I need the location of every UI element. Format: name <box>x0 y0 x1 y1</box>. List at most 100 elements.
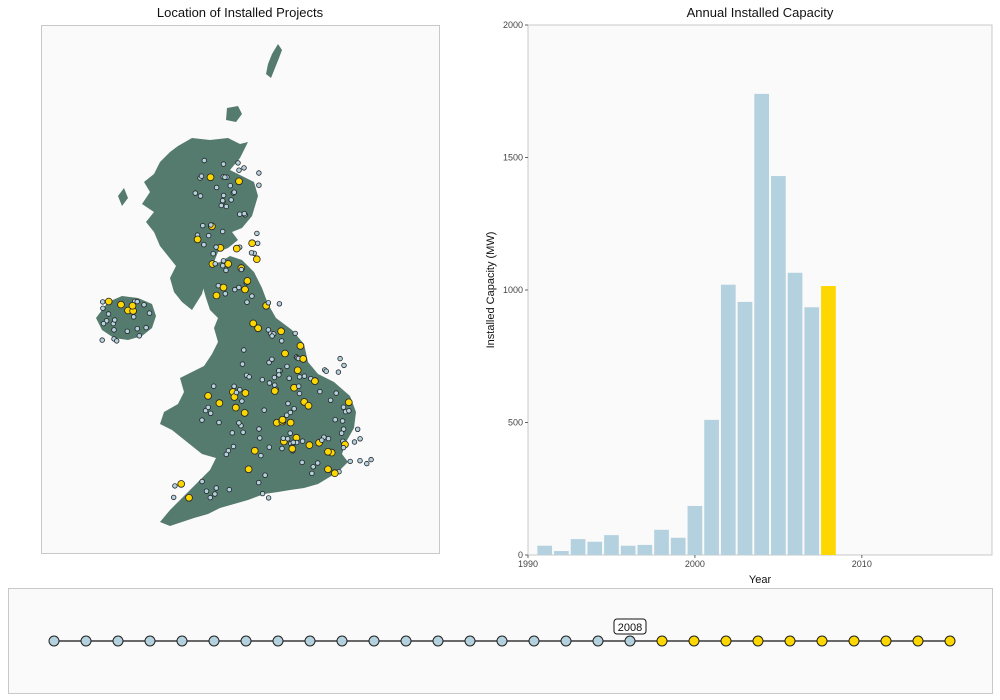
bar-2005[interactable] <box>771 176 786 556</box>
project-marker[interactable] <box>256 170 262 176</box>
timeline-dot-2018[interactable] <box>944 635 956 647</box>
project-marker[interactable] <box>223 451 229 458</box>
project-marker-selected[interactable] <box>204 392 212 400</box>
timeline-dot-1993[interactable] <box>144 635 156 647</box>
project-marker[interactable] <box>285 400 291 407</box>
timeline-dot-1999[interactable] <box>336 635 348 647</box>
timeline-dot-2012[interactable] <box>752 635 764 647</box>
project-marker[interactable] <box>241 210 247 217</box>
project-marker[interactable] <box>201 157 207 164</box>
timeline-dot-2011[interactable] <box>720 635 732 647</box>
project-marker[interactable] <box>284 363 290 370</box>
project-marker[interactable] <box>335 369 342 375</box>
project-marker[interactable] <box>347 458 353 465</box>
project-marker[interactable] <box>340 404 347 410</box>
project-marker[interactable] <box>259 490 266 497</box>
project-marker[interactable] <box>296 390 303 397</box>
project-marker[interactable] <box>235 160 241 166</box>
bar-2006[interactable] <box>787 272 803 555</box>
project-marker[interactable] <box>239 398 245 404</box>
timeline-dot-2016[interactable] <box>880 635 892 647</box>
bar-1995[interactable] <box>604 535 619 556</box>
project-marker[interactable] <box>200 222 206 229</box>
timeline-dot-1990[interactable] <box>48 635 60 647</box>
project-marker[interactable] <box>219 197 226 204</box>
project-marker[interactable] <box>205 232 212 239</box>
project-marker[interactable] <box>346 408 352 414</box>
project-marker-selected[interactable] <box>344 398 353 407</box>
project-marker[interactable] <box>210 383 217 389</box>
bar-1998[interactable] <box>654 529 669 555</box>
project-marker[interactable] <box>241 347 247 353</box>
project-marker[interactable] <box>310 464 316 470</box>
project-marker[interactable] <box>207 410 214 416</box>
project-marker-selected[interactable] <box>311 377 319 385</box>
project-marker[interactable] <box>256 426 262 432</box>
timeline-dot-2006[interactable] <box>560 635 572 647</box>
bar-1992[interactable] <box>554 551 569 555</box>
project-marker[interactable] <box>357 458 363 464</box>
project-marker-selected[interactable] <box>128 301 137 310</box>
project-marker[interactable] <box>197 193 204 199</box>
timeline-dot-2000[interactable] <box>368 635 380 647</box>
project-marker[interactable] <box>130 314 137 320</box>
project-marker[interactable] <box>239 361 246 367</box>
project-marker-selected[interactable] <box>248 239 256 248</box>
bar-2008[interactable] <box>821 286 836 555</box>
project-marker[interactable] <box>337 355 343 362</box>
timeline-dot-1995[interactable] <box>208 635 220 647</box>
project-marker[interactable] <box>256 182 262 188</box>
project-marker[interactable] <box>207 494 213 501</box>
project-marker[interactable] <box>278 338 285 344</box>
project-marker[interactable] <box>296 374 303 380</box>
project-marker[interactable] <box>105 311 112 317</box>
project-marker[interactable] <box>355 426 361 432</box>
bar-2000[interactable] <box>687 505 703 555</box>
project-marker[interactable] <box>299 438 306 444</box>
bar-1997[interactable] <box>637 544 653 555</box>
project-marker[interactable] <box>230 443 237 450</box>
project-marker[interactable] <box>269 333 275 339</box>
project-marker-selected[interactable] <box>330 469 339 478</box>
project-marker-selected[interactable] <box>324 447 332 456</box>
bar-2004[interactable] <box>754 93 770 556</box>
project-marker[interactable] <box>111 327 117 333</box>
project-marker[interactable] <box>265 300 272 306</box>
project-marker-selected[interactable] <box>251 446 259 455</box>
project-marker[interactable] <box>229 430 235 436</box>
timeline-dot-2017[interactable] <box>912 635 924 647</box>
project-marker[interactable] <box>266 444 272 450</box>
project-marker[interactable] <box>100 320 107 327</box>
project-marker-selected[interactable] <box>286 418 295 427</box>
project-marker[interactable] <box>236 420 242 426</box>
project-marker-selected[interactable] <box>212 291 221 300</box>
project-marker[interactable] <box>210 250 216 257</box>
timeline-dot-2015[interactable] <box>848 635 860 647</box>
project-marker[interactable] <box>265 327 272 333</box>
project-marker[interactable] <box>333 390 339 396</box>
project-marker[interactable] <box>205 404 211 411</box>
project-marker[interactable] <box>199 478 205 485</box>
project-marker-selected[interactable] <box>324 465 332 474</box>
project-marker[interactable] <box>257 435 263 441</box>
project-marker-selected[interactable] <box>243 277 252 285</box>
project-marker[interactable] <box>220 161 227 167</box>
project-marker[interactable] <box>283 412 290 418</box>
project-marker[interactable] <box>113 338 120 344</box>
project-marker[interactable] <box>249 293 255 299</box>
project-marker[interactable] <box>111 317 118 323</box>
map-panel[interactable] <box>41 25 440 554</box>
project-marker[interactable] <box>368 456 374 463</box>
project-marker-selected[interactable] <box>305 441 314 449</box>
project-marker[interactable] <box>134 326 140 332</box>
bar-2002[interactable] <box>720 284 736 555</box>
project-marker[interactable] <box>241 165 247 171</box>
project-marker[interactable] <box>254 230 260 237</box>
project-marker-selected[interactable] <box>299 355 308 363</box>
project-marker-selected[interactable] <box>193 235 202 244</box>
project-marker[interactable] <box>124 328 130 334</box>
timeline-dot-2007[interactable] <box>592 635 604 647</box>
project-marker[interactable] <box>212 261 218 267</box>
project-marker-selected[interactable] <box>296 342 305 350</box>
project-marker[interactable] <box>222 291 228 297</box>
